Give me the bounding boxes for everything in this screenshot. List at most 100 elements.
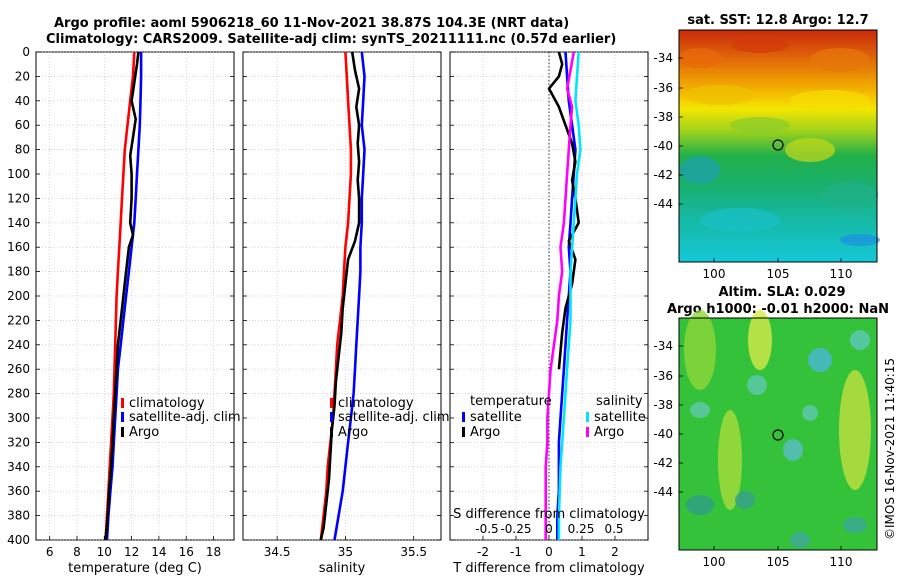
x-tick-label: 12 <box>124 545 139 559</box>
depth-tick-label: 100 <box>7 167 30 181</box>
x-tick-label: 34.5 <box>264 545 291 559</box>
sla-patch <box>783 439 803 461</box>
x-tick-label: -2 <box>477 545 489 559</box>
legend-swatch-t-satellite <box>462 412 465 422</box>
legend-label-t-satellite: satellite <box>470 410 522 425</box>
difference-xlabel: T difference from climatology <box>452 561 645 576</box>
x-tick-label: 10 <box>97 545 112 559</box>
salinity-difference-tick-label: -0.5 <box>475 522 498 536</box>
sst-patch <box>810 48 870 72</box>
map-lon-label: 110 <box>830 267 853 281</box>
x-tick-label: 0 <box>545 545 553 559</box>
sla-map-title-line2: Argo h1000: -0.01 h2000: NaN <box>667 302 889 317</box>
temperature-ticks: 6 8 10 12 14 16 18 <box>36 51 234 559</box>
sst-texture <box>678 37 880 246</box>
temperature-series <box>104 51 143 541</box>
depth-tick-label: 200 <box>7 289 30 303</box>
temperature-legend: climatology satellite-adj. clim Argo <box>121 396 241 440</box>
series-line-climatology <box>104 51 136 541</box>
legend-label-satellite-adj: satellite-adj. clim <box>338 410 450 425</box>
legend-label-argo: Argo <box>338 425 368 440</box>
sla-patch <box>686 495 714 515</box>
x-tick-label: 8 <box>73 545 81 559</box>
x-tick-label: 14 <box>151 545 166 559</box>
depth-tick-label: 300 <box>7 411 30 425</box>
temperature-panel: 6 8 10 12 14 16 18 temperature (deg C) climato… <box>35 51 241 576</box>
map-lat-label: -36 <box>653 369 673 383</box>
salinity-panel: 34.5 35 35.5 salinity climatology satellit… <box>242 51 450 576</box>
salinity-difference-label: S difference from climatology <box>453 507 645 522</box>
legend-swatch-s-satellite <box>586 412 589 422</box>
sla-patch <box>808 348 832 372</box>
legend-title-salinity: salinity <box>596 394 643 409</box>
depth-tick-label: 220 <box>7 313 30 327</box>
depth-tick-label: 180 <box>7 265 30 279</box>
map-lat-label: -44 <box>653 197 673 211</box>
sst-patch <box>678 48 722 68</box>
series-line-satellite-adj-clim <box>105 52 143 541</box>
depth-tick-label: 360 <box>7 484 30 498</box>
depth-tick-label: 340 <box>7 460 30 474</box>
sst-map-title: sat. SST: 12.8 Argo: 12.7 <box>687 13 868 28</box>
map-lon-label: 110 <box>830 555 853 569</box>
sla-patch <box>684 310 716 390</box>
map-lon-label: 100 <box>703 267 726 281</box>
legend-swatch-argo <box>330 427 333 437</box>
sla-patch <box>839 370 871 490</box>
depth-tick-label: 320 <box>7 435 30 449</box>
depth-tick-label: 380 <box>7 509 30 523</box>
legend-swatch-satellite-adj <box>121 412 124 422</box>
x-tick-label: 18 <box>206 545 221 559</box>
temperature-xlabel: temperature (deg C) <box>68 561 202 576</box>
sla-patch <box>718 410 742 510</box>
depth-tick-label: 140 <box>7 216 30 230</box>
sst-argo-location <box>772 139 784 151</box>
sla-map-title-line1: Altim. SLA: 0.029 <box>719 285 846 300</box>
legend-label-s-argo: Argo <box>594 425 624 440</box>
series-line-s-argo <box>544 51 576 540</box>
map-lon-label: 100 <box>703 555 726 569</box>
sst-patch <box>730 117 790 133</box>
legend-label-argo: Argo <box>129 425 159 440</box>
series-line-argo <box>104 51 140 541</box>
salinity-difference-ticks: -0.5 -0.25 0 0.25 0.5 <box>475 522 623 536</box>
map-lat-label: -40 <box>653 139 673 153</box>
sla-texture <box>684 310 871 548</box>
salinity-series <box>319 51 366 541</box>
sla-argo-location <box>772 429 784 441</box>
series-line-s-satellite <box>557 51 582 540</box>
sla-patch <box>790 532 810 548</box>
depth-tick-label: 280 <box>7 387 30 401</box>
map-lon-label: 105 <box>767 555 790 569</box>
depth-tick-label: 40 <box>15 94 30 108</box>
depth-tick-label: 80 <box>15 143 30 157</box>
series-line-argo <box>319 51 361 541</box>
sla-patch <box>747 375 767 395</box>
map-lat-label: -40 <box>653 427 673 441</box>
depth-tick-label: 20 <box>15 69 30 83</box>
difference-panel: -2 -1 0 1 2 T difference from climatology S … <box>449 51 649 576</box>
sst-map-ticks: -34 -36 -38 -40 -42 -44 100 105 110 <box>653 51 852 281</box>
legend-label-climatology: climatology <box>338 396 414 411</box>
sla-map: Altim. SLA: 0.029 Argo h1000: -0.01 h200… <box>653 285 889 569</box>
depth-tick-label: 400 <box>7 533 30 547</box>
x-tick-label: 35.5 <box>400 545 427 559</box>
sst-patch <box>732 37 788 53</box>
map-lat-label: -38 <box>653 398 673 412</box>
map-lat-label: -36 <box>653 81 673 95</box>
depth-tick-label: 0 <box>22 45 30 59</box>
sla-patch <box>735 491 755 509</box>
depth-tick-label: 240 <box>7 338 30 352</box>
sla-patch <box>843 517 867 533</box>
salinity-difference-tick-label: -0.25 <box>500 522 531 536</box>
sla-patch <box>802 405 818 421</box>
legend-label-s-satellite: satellite <box>594 410 646 425</box>
legend-swatch-s-argo <box>586 427 589 437</box>
series-line-climatology <box>319 51 353 541</box>
x-tick-label: 1 <box>578 545 586 559</box>
map-lat-label: -38 <box>653 110 673 124</box>
difference-ticks: -2 -1 0 1 2 <box>450 51 648 559</box>
footer-credit: ©IMOS 16-Nov-2021 11:40:15 <box>883 358 897 540</box>
